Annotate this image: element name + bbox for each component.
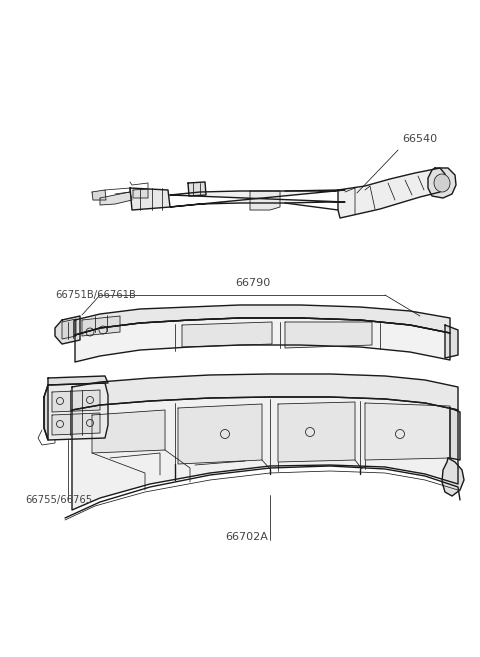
Text: 66702A: 66702A [225,532,268,542]
Polygon shape [170,190,345,207]
Polygon shape [92,410,165,453]
Polygon shape [450,408,460,460]
Polygon shape [52,390,100,412]
Polygon shape [133,189,148,198]
Text: 66751B/66761B: 66751B/66761B [55,290,136,300]
Polygon shape [55,316,80,344]
Text: 66540: 66540 [402,134,437,144]
Ellipse shape [434,174,450,192]
Polygon shape [52,413,100,435]
Polygon shape [278,402,355,462]
Polygon shape [75,318,450,362]
Polygon shape [338,168,445,218]
Polygon shape [82,316,120,336]
Polygon shape [178,404,262,464]
Polygon shape [92,190,106,200]
Polygon shape [250,191,280,210]
Polygon shape [72,374,458,410]
Polygon shape [130,188,170,210]
Polygon shape [72,397,458,510]
Polygon shape [48,376,108,385]
Polygon shape [100,192,132,205]
Polygon shape [365,403,450,460]
Polygon shape [44,385,48,440]
Text: 66790: 66790 [235,278,270,288]
Polygon shape [285,322,372,348]
Text: 66755/66765: 66755/66765 [25,495,92,505]
Polygon shape [442,458,464,496]
Polygon shape [182,322,272,347]
Polygon shape [62,319,76,339]
Polygon shape [44,383,108,440]
Polygon shape [75,305,450,335]
Polygon shape [188,182,206,196]
Polygon shape [445,325,458,358]
Polygon shape [428,168,456,198]
